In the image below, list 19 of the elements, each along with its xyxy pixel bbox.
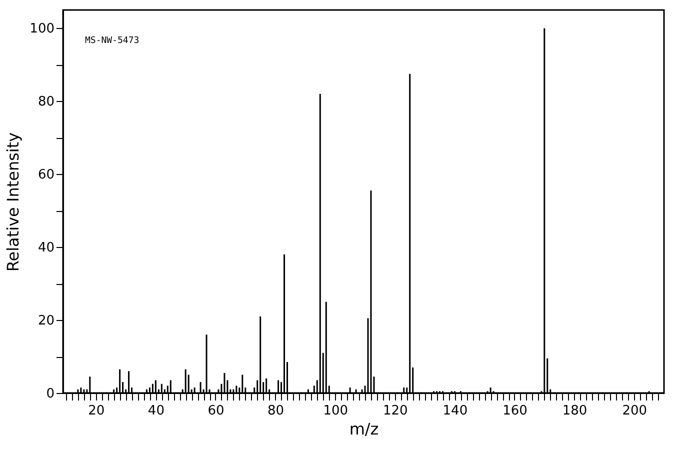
y-tick-label: 20: [38, 314, 54, 329]
x-tick-label: 60: [208, 404, 224, 418]
x-axis-title: m/z: [349, 420, 379, 438]
y-tick-label: 60: [38, 168, 54, 183]
y-tick-label: 80: [38, 94, 54, 110]
x-tick-label: 200: [622, 404, 648, 418]
y-axis-title: Relative Intensity: [4, 132, 23, 272]
y-tick-label: 100: [30, 22, 54, 37]
annotation: MS-NW-5473: [85, 36, 140, 46]
x-tick-label: 140: [442, 404, 468, 418]
x-tick-label: 80: [268, 404, 284, 418]
x-tick-label: 20: [88, 404, 105, 418]
y-tick-label: 40: [38, 240, 54, 256]
x-tick-label: 100: [323, 404, 348, 418]
x-tick-label: 180: [562, 404, 588, 418]
x-tick-label: 160: [502, 404, 528, 418]
x-tick-label: 40: [148, 404, 164, 418]
y-tick-label: 0: [46, 386, 54, 402]
x-tick-label: 120: [382, 404, 408, 418]
